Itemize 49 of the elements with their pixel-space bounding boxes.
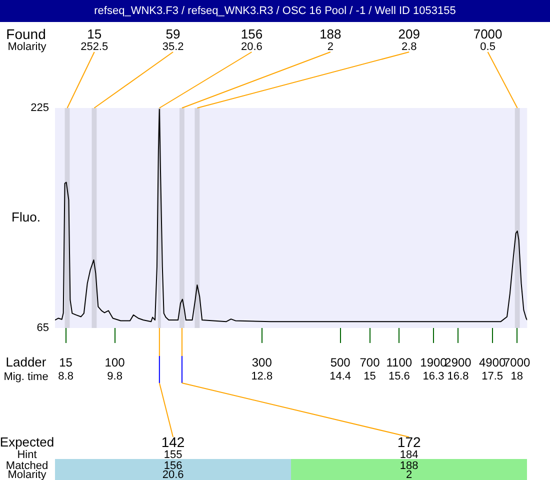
text: Hint	[17, 449, 37, 462]
text: 172	[397, 434, 421, 450]
text: 142	[161, 434, 185, 450]
x-tick-label: 12.8	[251, 370, 273, 383]
annotation: 252.5	[80, 41, 108, 54]
x-tick-label: 18	[510, 370, 523, 383]
x-tick-label: 15.6	[388, 370, 410, 383]
x-tick-label: 8.8	[58, 370, 74, 383]
annotation: 156	[240, 26, 263, 42]
text: 1900	[420, 355, 448, 370]
text: 155	[164, 449, 182, 462]
text: 20.6	[162, 469, 184, 480]
text: Found	[6, 26, 46, 42]
text: Expected	[0, 434, 54, 450]
text: Molarity	[8, 469, 47, 480]
x-tick-label: 16.3	[422, 370, 444, 383]
annotation: 2	[327, 41, 334, 54]
x-axis-title: Mig. time	[4, 371, 48, 384]
annotation: 59	[166, 26, 180, 42]
x-tick-label: 17.5	[482, 370, 504, 383]
annotation: 0.5	[480, 41, 496, 54]
annotation: 188	[320, 26, 342, 42]
annotation: 7000	[473, 26, 502, 42]
text: 700	[360, 355, 380, 370]
text: 300	[252, 355, 272, 370]
text: 2900	[444, 355, 472, 370]
text: 184	[400, 449, 418, 462]
annotation: 35.2	[162, 41, 184, 54]
x-tick-label: 15	[364, 370, 376, 383]
y-tick-label: 65	[36, 322, 49, 334]
text: 500	[330, 355, 351, 370]
y-tick-label: 225	[30, 102, 49, 114]
x-tick-label: 9.8	[107, 370, 122, 383]
x-tick-label: 14.4	[330, 370, 352, 383]
text: 4900	[478, 355, 506, 370]
chart-title: refseq_WNK3.F3 / refseq_WNK3.R3 / OSC 16 Pool / -1 / Well ID 1053155	[0, 0, 550, 22]
annotation: 2.8	[401, 41, 417, 54]
y-axis-title: Fluo.	[12, 210, 40, 225]
text: 100	[104, 355, 126, 370]
x-tick-label: 16.8	[447, 370, 469, 383]
text: 1100	[386, 355, 412, 370]
annotation: 20.6	[241, 41, 262, 54]
annotation: 15	[87, 26, 102, 42]
annotation: 209	[398, 26, 420, 42]
text: Molarity	[8, 41, 47, 54]
text: 15	[59, 355, 73, 370]
text: Ladder	[6, 354, 47, 370]
text: 2	[406, 469, 412, 480]
text: 7000	[503, 355, 531, 370]
